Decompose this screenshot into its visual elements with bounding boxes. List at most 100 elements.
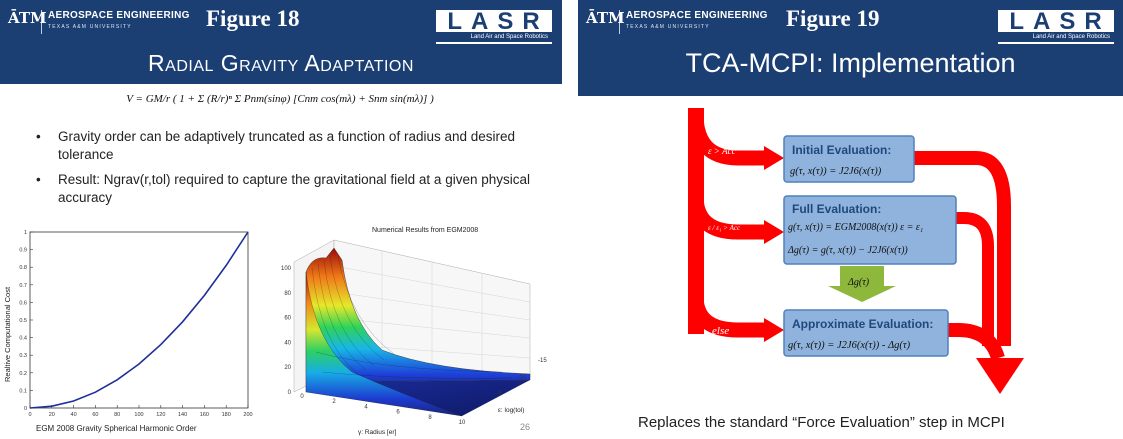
branch-label-first: ε > Acc <box>708 146 736 156</box>
x-tick-label: 20 <box>49 412 55 418</box>
z-tick-label: 100 <box>281 266 292 272</box>
x-tick-group: -5 -10 -15 <box>497 358 548 397</box>
surface-x-axis-label: ε: log(tol) <box>498 407 524 414</box>
z-tick-label: 80 <box>284 291 291 297</box>
z-tick-label: 0 <box>288 390 292 396</box>
slide-figure-19: ĀTM AEROSPACE ENGINEERING TEXAS A&M UNIV… <box>578 0 1123 439</box>
x-tick-label: 160 <box>200 412 209 418</box>
y-tick-label: 10 <box>459 420 466 426</box>
x-tick-label: 0 <box>28 412 31 418</box>
y-tick-label: 4 <box>364 404 368 410</box>
approximate-evaluation-box <box>783 309 949 357</box>
x-tick-label: 80 <box>114 412 120 418</box>
slide-caption: Replaces the standard “Force Evaluation”… <box>638 414 1005 431</box>
y-tick-label: 0.3 <box>19 353 27 359</box>
bullet-item: • Result: Ngrav(r,tol) required to captu… <box>36 171 536 207</box>
surface-title: Numerical Results from EGM2008 <box>372 227 478 234</box>
y-tick-label: 6 <box>396 410 400 416</box>
y-axis-label: Realtive Computational Cost <box>3 286 12 382</box>
cost-series-line <box>29 231 249 409</box>
z-tick-label: 40 <box>284 340 291 346</box>
bullet-dot-icon: • <box>36 129 41 144</box>
y-tick-group: 0 0.1 0.2 0.3 0.4 0.5 0.6 0.7 0.8 0.9 1 <box>19 230 33 412</box>
lasr-logo-text: LASR <box>1009 8 1111 35</box>
tamu-logo: ĀTM <box>586 9 625 27</box>
surface-mesh-lines <box>311 255 513 379</box>
slide-header: ĀTM AEROSPACE ENGINEERING TEXAS A&M UNIV… <box>0 0 562 84</box>
logo-separator <box>619 10 620 34</box>
bullet-text: Result: Ngrav(r,tol) required to capture… <box>58 172 530 205</box>
bullet-list: • Gravity order can be adaptively trunca… <box>36 128 536 214</box>
university-name: TEXAS A&M UNIVERSITY <box>626 24 710 30</box>
page-number: 26 <box>520 422 531 432</box>
full-evaluation-title: Full Evaluation: <box>792 202 881 216</box>
plot-frame <box>29 231 249 409</box>
x-tick-label: 120 <box>156 412 165 418</box>
y-tick-label: 0.4 <box>19 336 27 342</box>
computational-cost-chart: 0 0.1 0.2 0.3 0.4 0.5 0.6 0.7 0.8 0.9 1 0 20 40 60 80 1… <box>3 230 253 433</box>
figure-label: Figure 18 <box>206 6 300 31</box>
gravity-potential-formula: V = GM/r ( 1 + Σ (R/r)ⁿ Σ Pnm(sinφ) [Cnm… <box>126 93 434 105</box>
lasr-logo-text: LASR <box>447 8 549 35</box>
y-tick-label: 1 <box>24 230 27 236</box>
initial-evaluation-title: Initial Evaluation: <box>792 143 891 157</box>
y-tick-label: 0.8 <box>19 265 27 271</box>
department-name: AEROSPACE ENGINEERING <box>48 10 190 21</box>
branch-label-else: else <box>712 325 729 337</box>
y-tick-label: 2 <box>332 399 336 405</box>
slide-title: Radial Gravity Adaptation <box>148 50 414 76</box>
logo-separator <box>41 10 42 34</box>
bullet-item: • Gravity order can be adaptively trunca… <box>36 128 536 164</box>
red-flow-arrows <box>688 108 1011 361</box>
surface-y-axis-label: γ: Radius [er] <box>358 429 396 436</box>
slide-title: TCA-MCPI: Implementation <box>685 48 1016 78</box>
z-tick-label: 60 <box>284 316 291 322</box>
lasr-logo: LASR Land Air and Space Robotics <box>436 10 552 44</box>
figure-label: Figure 19 <box>786 6 880 31</box>
x-tick-label: -10 <box>517 375 526 381</box>
z-tick-label: 20 <box>284 365 291 371</box>
initial-evaluation-box <box>783 135 915 183</box>
x-tick-group: 0 20 40 60 80 100 120 140 160 180 200 <box>28 405 253 418</box>
branch-arrow-head-icon <box>764 318 784 342</box>
x-tick-label: 40 <box>71 412 77 418</box>
full-evaluation-equation: g(τ, x(τ)) = EGM2008(x(τ)) ε = ε₁ <box>788 222 923 233</box>
slide-header: ĀTM AEROSPACE ENGINEERING TEXAS A&M UNIV… <box>578 0 1123 96</box>
university-name: TEXAS A&M UNIVERSITY <box>48 24 132 30</box>
y-tick-label: 0.1 <box>19 388 27 394</box>
bullet-dot-icon: • <box>36 172 41 187</box>
y-tick-label: 0.7 <box>19 283 27 289</box>
lasr-subtitle: Land Air and Space Robotics <box>436 32 552 42</box>
y-tick-label: 0.5 <box>19 318 27 324</box>
x-tick-label: 200 <box>243 412 252 418</box>
department-name: AEROSPACE ENGINEERING <box>626 10 768 21</box>
tamu-logo: ĀTM <box>8 9 47 27</box>
lasr-subtitle: Land Air and Space Robotics <box>998 32 1114 42</box>
y-tick-label: 0.9 <box>19 248 27 254</box>
full-evaluation-box <box>783 195 957 265</box>
x-axis-label: EGM 2008 Gravity Spherical Harmonic Orde… <box>36 424 197 433</box>
branch-arrow-head-icon <box>764 220 784 244</box>
surface-sheet <box>305 247 531 393</box>
approximate-evaluation-equation: g(τ, x(τ)) = J2J6(x(τ)) - Δg(τ) <box>788 340 911 351</box>
lasr-logo: LASR Land Air and Space Robotics <box>998 10 1114 44</box>
y-tick-label: 0 <box>300 394 304 400</box>
x-tick-label: 180 <box>222 412 231 418</box>
mcpi-flow-diagram: ε > Acc ε / ε₁ > Acc else Initial Evalua… <box>688 108 1024 394</box>
approximate-evaluation-title: Approximate Evaluation: <box>792 317 933 331</box>
wall-grid <box>333 251 531 377</box>
delta-g-arrow-icon <box>828 266 896 302</box>
x-tick-label: -15 <box>538 358 547 364</box>
y-tick-group: 0 2 4 6 8 10 <box>300 394 466 426</box>
x-tick-label: 100 <box>134 412 143 418</box>
x-tick-label: -5 <box>497 391 503 397</box>
surface-front-slope <box>305 271 463 417</box>
y-tick-label: 0.6 <box>19 300 27 306</box>
delta-g-equation: Δg(τ) = g(τ, x(τ)) − J2J6(x(τ)) <box>787 245 908 256</box>
z-tick-group: 0 20 40 60 80 100 <box>281 266 292 396</box>
branch-label-second: ε / ε₁ > Acc <box>708 224 741 232</box>
arrow-head-icon <box>976 358 1024 394</box>
x-tick-label: 140 <box>178 412 187 418</box>
delta-g-label: Δg(τ) <box>847 277 870 288</box>
